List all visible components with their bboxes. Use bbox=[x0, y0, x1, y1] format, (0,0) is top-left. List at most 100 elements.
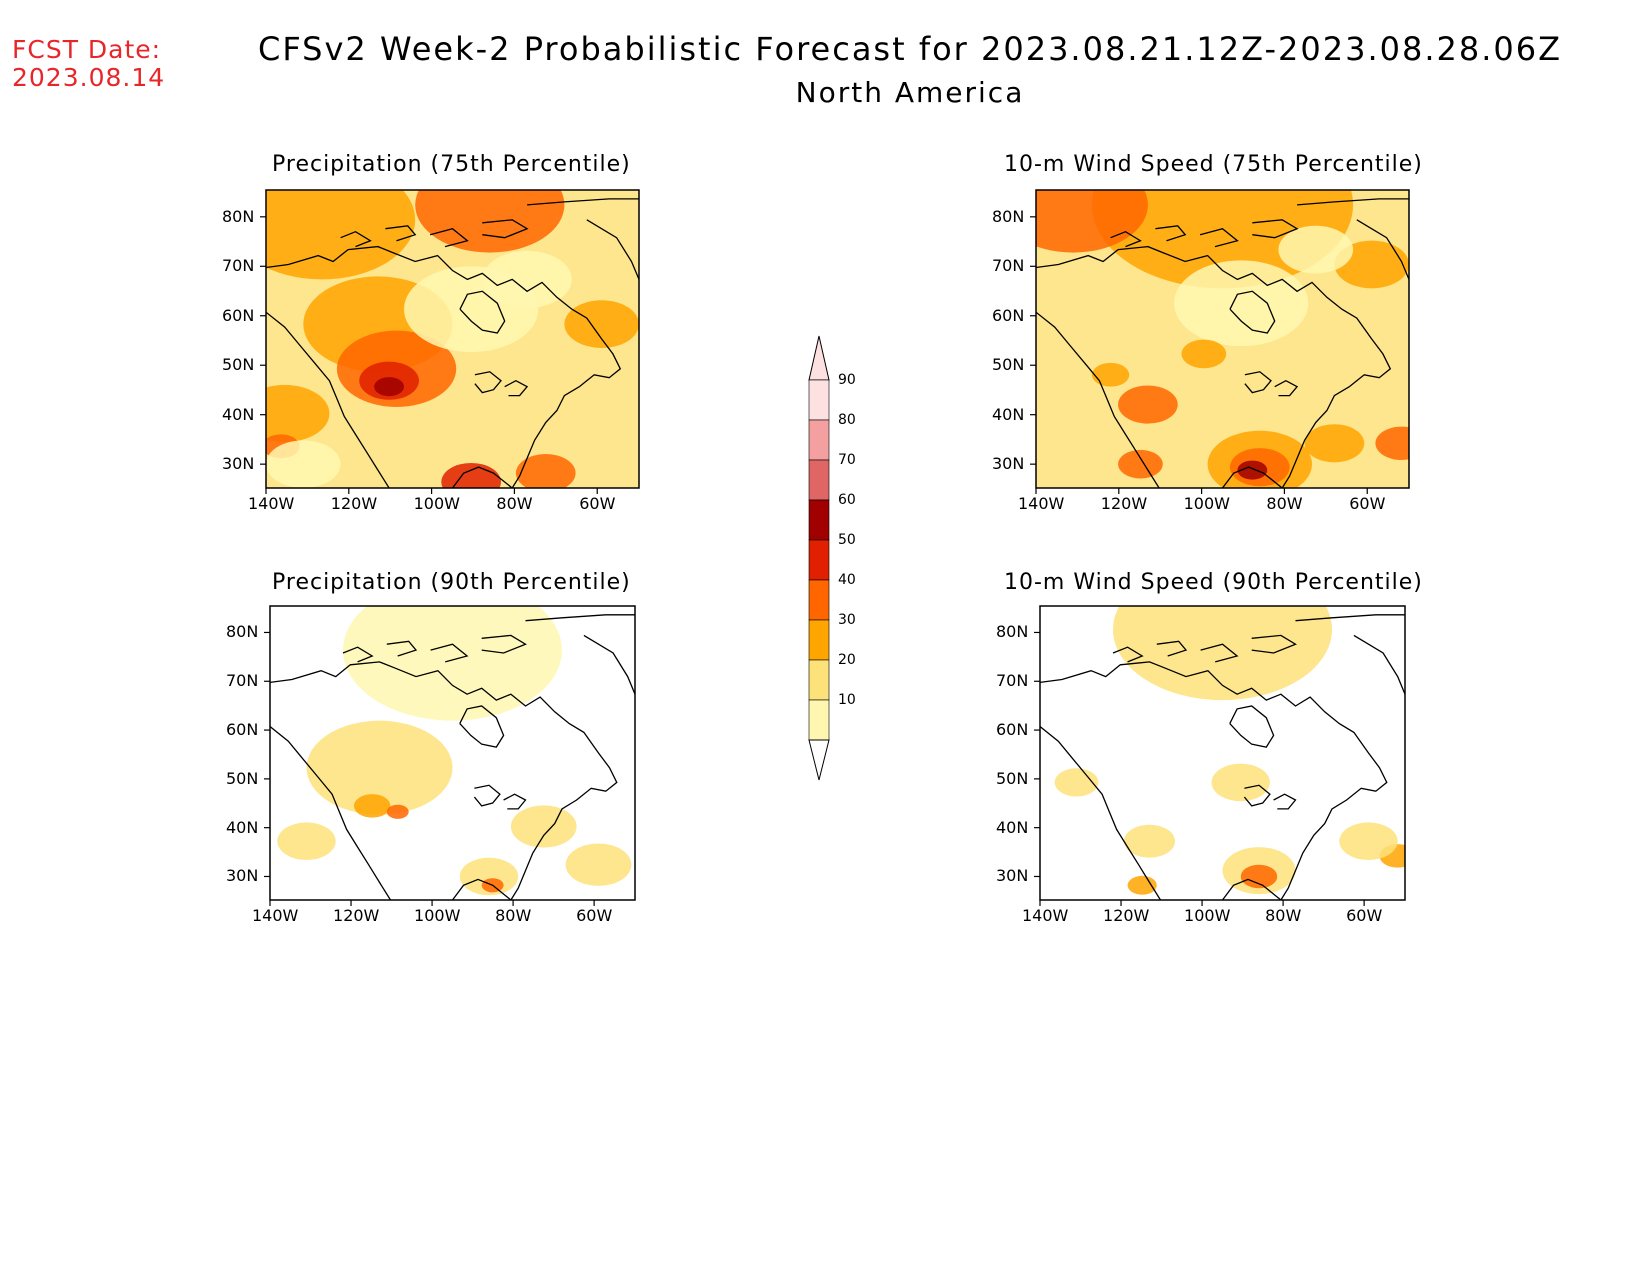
colorbar-segment bbox=[808, 619, 830, 661]
lat-label: 50N bbox=[996, 768, 1029, 788]
probability-region bbox=[1375, 426, 1409, 460]
lat-label: 80N bbox=[226, 622, 259, 642]
coastline bbox=[473, 784, 501, 807]
coastline bbox=[1297, 198, 1409, 206]
probability-region bbox=[266, 190, 416, 280]
colorbar-segment bbox=[808, 419, 830, 461]
probability-region bbox=[306, 720, 453, 815]
coastline bbox=[451, 466, 513, 488]
coastline bbox=[1273, 793, 1297, 810]
fcst-date-value: 2023.08.14 bbox=[12, 63, 166, 92]
probability-region bbox=[1304, 424, 1365, 463]
panel-title-wind-75: 10-m Wind Speed (75th Percentile) bbox=[1004, 152, 1423, 177]
lat-label: 30N bbox=[996, 866, 1029, 886]
coastline bbox=[459, 290, 506, 334]
coastline bbox=[1200, 643, 1239, 663]
main-title: CFSv2 Week-2 Probabilistic Forecast for … bbox=[257, 30, 1563, 68]
colorbar-label: 60 bbox=[838, 492, 856, 508]
coastline bbox=[482, 219, 529, 239]
map-frame bbox=[269, 605, 636, 901]
lat-label: 70N bbox=[226, 671, 259, 691]
coastlines bbox=[1040, 614, 1405, 900]
panel-title-precip-90: Precipitation (90th Percentile) bbox=[272, 570, 631, 595]
lon-label: 80W bbox=[496, 494, 533, 513]
probability-region bbox=[565, 843, 632, 886]
lon-label: 80W bbox=[1265, 906, 1302, 925]
lon-label: 60W bbox=[576, 906, 613, 925]
coastline bbox=[1156, 640, 1188, 657]
lon-label: 100W bbox=[414, 906, 461, 925]
colorbar-segment bbox=[808, 659, 830, 701]
lat-label: 30N bbox=[992, 454, 1025, 474]
lon-label: 100W bbox=[413, 494, 460, 513]
probability-region bbox=[343, 606, 562, 721]
probability-region bbox=[1174, 260, 1309, 347]
probability-region bbox=[374, 377, 405, 397]
map-frame bbox=[1039, 605, 1406, 901]
map-wind-75 bbox=[1030, 189, 1410, 494]
coastline bbox=[1251, 634, 1297, 654]
probability-region bbox=[1181, 339, 1227, 369]
lat-label: 70N bbox=[222, 256, 255, 276]
probability-region bbox=[1127, 875, 1157, 895]
lat-label: 30N bbox=[222, 454, 255, 474]
probability-region bbox=[1091, 362, 1130, 387]
probability-region bbox=[1054, 768, 1099, 797]
probability-region bbox=[1339, 822, 1398, 861]
coastline bbox=[1356, 219, 1409, 280]
probability-region bbox=[1113, 606, 1332, 701]
map-precip-90 bbox=[264, 605, 636, 906]
map-fill bbox=[1040, 606, 1405, 900]
coastline bbox=[451, 878, 512, 900]
lon-label: 120W bbox=[333, 906, 380, 925]
lat-label: 80N bbox=[222, 206, 255, 226]
coastline bbox=[1036, 311, 1160, 488]
probability-region bbox=[459, 857, 519, 896]
colorbar-segment bbox=[808, 499, 830, 541]
coastline bbox=[386, 640, 418, 657]
probability-region bbox=[1237, 460, 1268, 480]
region-subtitle: North America bbox=[795, 76, 1025, 109]
coastline bbox=[1199, 227, 1239, 248]
lat-label: 50N bbox=[226, 768, 259, 788]
coastline bbox=[266, 311, 390, 488]
lat-label: 50N bbox=[992, 355, 1025, 375]
lat-label: 70N bbox=[996, 671, 1029, 691]
coastline bbox=[1036, 245, 1392, 488]
lon-label: 120W bbox=[330, 494, 378, 513]
lon-label: 60W bbox=[579, 494, 616, 513]
fcst-date-block: FCST Date: 2023.08.14 bbox=[12, 36, 165, 92]
coastline bbox=[1040, 725, 1162, 900]
lat-label: 30N bbox=[226, 866, 259, 886]
colorbar-label: 10 bbox=[838, 692, 856, 708]
probability-region bbox=[1278, 225, 1354, 274]
probability-region bbox=[415, 190, 565, 253]
colorbar-segment bbox=[808, 699, 830, 741]
coastline bbox=[1229, 705, 1275, 748]
panel-title-precip-75: Precipitation (75th Percentile) bbox=[272, 152, 631, 177]
colorbar-label: 40 bbox=[838, 572, 856, 588]
lon-label: 80W bbox=[495, 906, 532, 925]
probability-region bbox=[564, 300, 639, 348]
coastline bbox=[1244, 371, 1272, 394]
panel-title-wind-90: 10-m Wind Speed (90th Percentile) bbox=[1004, 570, 1423, 595]
probability-region bbox=[386, 804, 409, 819]
lon-label: 60W bbox=[1346, 906, 1383, 925]
coastline bbox=[1295, 614, 1405, 622]
lon-label: 140W bbox=[252, 906, 299, 925]
coastline bbox=[503, 793, 527, 810]
map-frame bbox=[1035, 189, 1410, 489]
colorbar-label: 80 bbox=[838, 412, 856, 428]
probability-region bbox=[1240, 864, 1278, 889]
fcst-date-label: FCST Date: bbox=[12, 35, 162, 64]
lon-label: 80W bbox=[1266, 494, 1303, 513]
colorbar-label: 70 bbox=[838, 452, 856, 468]
lon-label: 120W bbox=[1100, 494, 1148, 513]
colorbar-label: 90 bbox=[838, 372, 856, 388]
coastline bbox=[1040, 661, 1388, 900]
probability-region bbox=[277, 822, 336, 861]
coastlines bbox=[266, 198, 639, 488]
coastline bbox=[1155, 225, 1187, 242]
coastline bbox=[1229, 290, 1276, 334]
probability-region bbox=[1211, 763, 1270, 802]
